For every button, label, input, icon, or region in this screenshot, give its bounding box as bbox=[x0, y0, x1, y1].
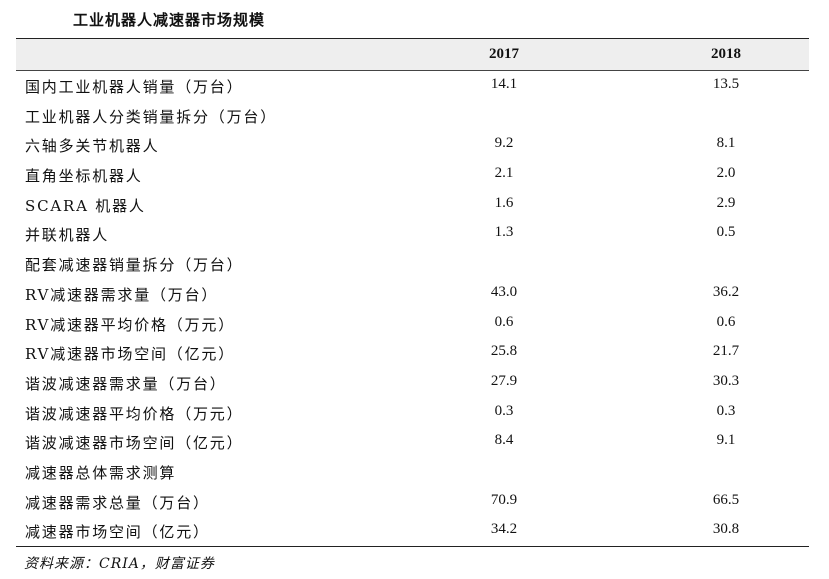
table-row: RV减速器需求量（万台） 43.0 36.2 bbox=[16, 279, 809, 309]
value-2018-cell: 66.5 bbox=[712, 491, 740, 508]
value-2017-cell: 0.6 bbox=[494, 313, 514, 330]
row-label-cell: 减速器市场空间（亿元） bbox=[25, 523, 210, 542]
row-label-cell: 谐波减速器市场空间（亿元） bbox=[25, 434, 244, 453]
table-row: 配套减速器销量拆分（万台） bbox=[16, 249, 809, 279]
row-label-cell: 直角坐标机器人 bbox=[25, 167, 143, 186]
value-2018-cell: 9.1 bbox=[716, 432, 736, 449]
row-label-cell: 工业机器人分类销量拆分（万台） bbox=[25, 107, 278, 126]
row-label-cell: 配套减速器销量拆分（万台） bbox=[25, 256, 244, 275]
value-2017-cell: 0.3 bbox=[494, 402, 514, 419]
table-header-row: 2017 2018 bbox=[16, 39, 809, 70]
value-2018-cell: 21.7 bbox=[712, 343, 740, 360]
table-row: RV减速器平均价格（万元） 0.6 0.6 bbox=[16, 309, 809, 339]
source-note: 资料来源：CRIA，财富证券 bbox=[24, 556, 215, 572]
table-row: 直角坐标机器人 2.1 2.0 bbox=[16, 160, 809, 190]
value-2018-cell: 0.6 bbox=[716, 313, 736, 330]
value-2018-cell: 8.1 bbox=[716, 135, 736, 152]
row-label-cell: 六轴多关节机器人 bbox=[25, 137, 160, 156]
value-2018-cell: 0.3 bbox=[716, 402, 736, 419]
value-2018-cell: 30.3 bbox=[712, 372, 740, 389]
value-2018-cell: 0.5 bbox=[716, 224, 736, 241]
table-body: 国内工业机器人销量（万台） 14.1 13.5 工业机器人分类销量拆分（万台） 六轴多关… bbox=[16, 71, 809, 546]
row-label-cell: 国内工业机器人销量（万台） bbox=[25, 78, 244, 96]
table-row: 减速器需求总量（万台） 70.9 66.5 bbox=[16, 487, 809, 517]
row-label-cell: 减速器总体需求测算 bbox=[25, 463, 177, 482]
value-2017-cell: 25.8 bbox=[490, 343, 518, 360]
value-2017-cell: 1.6 bbox=[494, 194, 514, 211]
value-2018-cell: 13.5 bbox=[712, 76, 740, 92]
row-label-cell: RV减速器平均价格（万元） bbox=[25, 315, 235, 334]
value-2017-cell: 27.9 bbox=[490, 372, 518, 389]
table-row: 谐波减速器平均价格（万元） 0.3 0.3 bbox=[16, 398, 809, 428]
table-row: 国内工业机器人销量（万台） 14.1 13.5 bbox=[16, 71, 809, 101]
table-header-rule bbox=[16, 70, 809, 71]
value-2018-cell: 30.8 bbox=[712, 521, 740, 538]
table-row: 谐波减速器市场空间（亿元） 8.4 9.1 bbox=[16, 427, 809, 457]
value-2017-cell: 34.2 bbox=[490, 521, 518, 538]
row-label-cell: SCARA 机器人 bbox=[25, 196, 146, 215]
table-row: 谐波减速器需求量（万台） 27.9 30.3 bbox=[16, 368, 809, 398]
row-label-cell: 谐波减速器需求量（万台） bbox=[25, 374, 227, 393]
data-table: 2017 2018 国内工业机器人销量（万台） 14.1 13.5 工业机器人分类销量… bbox=[16, 38, 809, 547]
row-label-cell: RV减速器需求量（万台） bbox=[25, 285, 219, 304]
table-row: 并联机器人 1.3 0.5 bbox=[16, 219, 809, 249]
value-2017-cell: 9.2 bbox=[494, 135, 514, 152]
value-2018-cell: 2.9 bbox=[716, 194, 736, 211]
table-row: 工业机器人分类销量拆分（万台） bbox=[16, 101, 809, 131]
table-row: SCARA 机器人 1.6 2.9 bbox=[16, 190, 809, 220]
row-label-cell: 减速器需求总量（万台） bbox=[25, 493, 210, 512]
value-2017-cell: 70.9 bbox=[490, 491, 518, 508]
value-2018-cell: 36.2 bbox=[712, 283, 740, 300]
row-label-cell: 谐波减速器平均价格（万元） bbox=[25, 404, 244, 423]
row-label-cell: RV减速器市场空间（亿元） bbox=[25, 345, 235, 364]
value-2018-cell: 2.0 bbox=[716, 165, 736, 182]
header-2017-cell: 2017 bbox=[489, 46, 519, 62]
table-top-rule bbox=[16, 38, 809, 39]
table-row: 减速器市场空间（亿元） 34.2 30.8 bbox=[16, 516, 809, 546]
table-title: 工业机器人减速器市场规模 bbox=[73, 11, 266, 29]
row-label-cell: 并联机器人 bbox=[25, 226, 110, 245]
table-bottom-rule bbox=[16, 546, 809, 547]
table-row: 减速器总体需求测算 bbox=[16, 457, 809, 487]
value-2017-cell: 8.4 bbox=[494, 432, 514, 449]
header-2018-cell: 2018 bbox=[711, 46, 741, 62]
value-2017-cell: 43.0 bbox=[490, 283, 518, 300]
value-2017-cell: 1.3 bbox=[494, 224, 514, 241]
table-row: RV减速器市场空间（亿元） 25.8 21.7 bbox=[16, 338, 809, 368]
table-row: 六轴多关节机器人 9.2 8.1 bbox=[16, 130, 809, 160]
value-2017-cell: 14.1 bbox=[490, 76, 518, 92]
value-2017-cell: 2.1 bbox=[494, 165, 514, 182]
